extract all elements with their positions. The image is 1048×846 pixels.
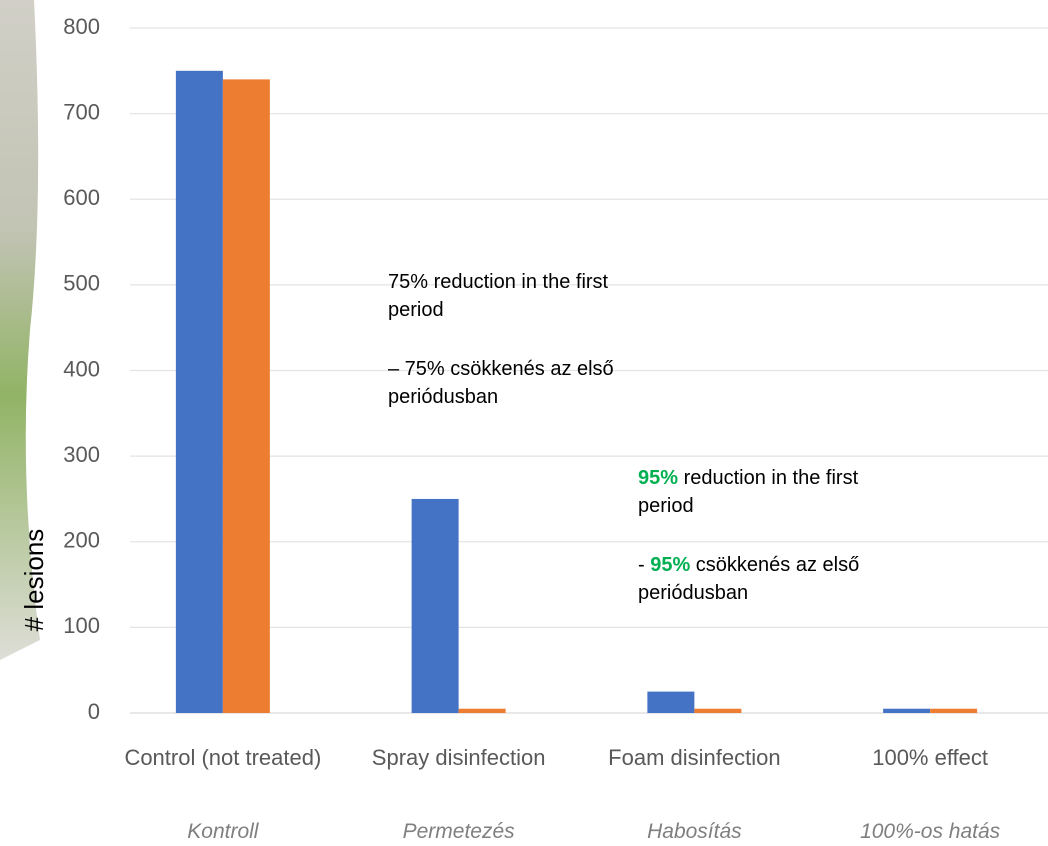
annotation-text: 95% [638, 467, 678, 489]
y-tick-label: 800 [63, 14, 100, 39]
annotation-text: 75% reduction in the first period [388, 271, 614, 321]
y-tick-label: 500 [63, 271, 100, 296]
bar [647, 692, 694, 713]
x-tick-sublabel: 100%-os hatás [812, 820, 1048, 844]
bar [930, 709, 977, 713]
y-tick-label: 400 [63, 356, 100, 381]
annotation-paragraph: 75% reduction in the first period [388, 268, 658, 324]
y-tick-label: 700 [63, 99, 100, 124]
bar [223, 79, 270, 713]
y-tick-label: 200 [63, 528, 100, 553]
x-tick-label: Control (not treated) [105, 740, 341, 775]
annotation-text: – 75% csökkenés az első periódusban [388, 358, 619, 408]
y-axis-label: # lesions [19, 529, 49, 632]
x-tick-label: Foam disinfection [576, 740, 812, 775]
x-tick-sublabel: Habosítás [576, 820, 812, 844]
annotation: 75% reduction in the first period – 75% c… [388, 268, 658, 442]
bar [176, 71, 223, 713]
x-tick-label: 100% effect [812, 740, 1048, 775]
annotation-paragraph: - 95% csökkenés az első periódusban [638, 551, 898, 607]
bar [459, 709, 506, 713]
x-tick-label: Spray disinfection [341, 740, 577, 775]
annotation-text: 95% [650, 554, 690, 576]
bar [694, 709, 741, 713]
annotation-text: - [638, 554, 650, 576]
y-tick-label: 0 [88, 699, 100, 724]
x-tick-sublabel: Kontroll [105, 820, 341, 844]
page: {"chart_data": {"type": "bar", "y_label"… [0, 0, 1048, 846]
bar [412, 499, 459, 713]
y-tick-label: 600 [63, 185, 100, 210]
y-tick-label: 300 [63, 442, 100, 467]
x-tick-sublabel: Permetezés [341, 820, 577, 844]
annotation: 95% reduction in the first period - 95% c… [638, 464, 898, 638]
annotation-paragraph: 95% reduction in the first period [638, 464, 898, 520]
y-tick-label: 100 [63, 613, 100, 638]
bar [883, 709, 930, 713]
annotation-paragraph: – 75% csökkenés az első periódusban [388, 355, 658, 411]
